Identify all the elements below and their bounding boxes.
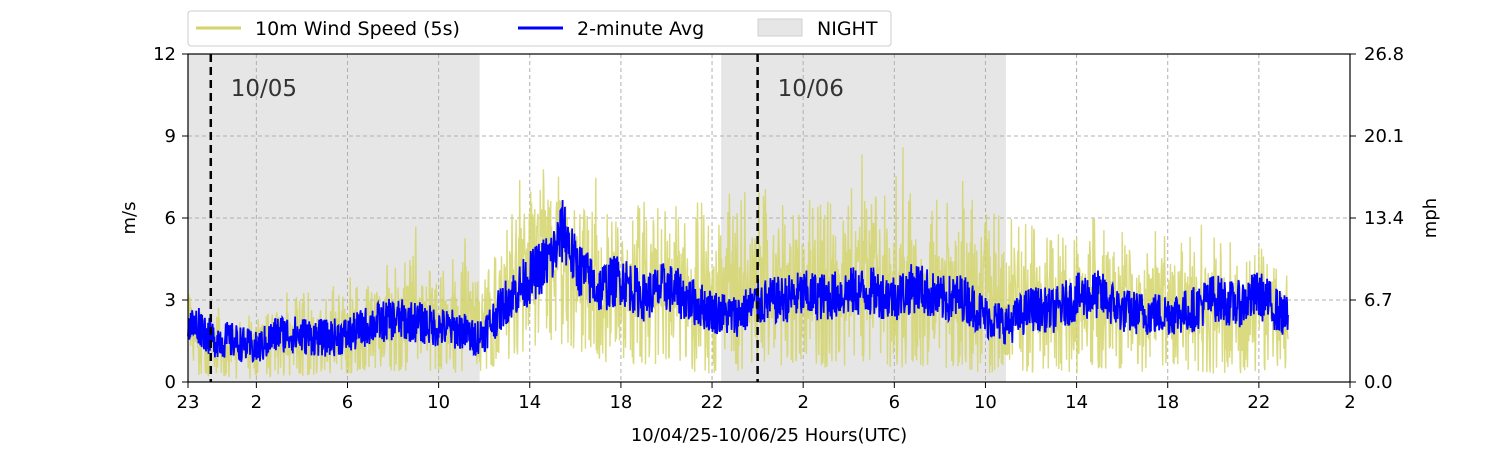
x-tick-label: 22 (701, 392, 724, 413)
y-axis-label-left: m/s (119, 202, 140, 235)
y-tick-label-right: 0.0 (1364, 372, 1393, 393)
day-marker-label: 10/06 (778, 76, 844, 102)
x-tick-label: 6 (342, 392, 353, 413)
y-tick-label-left: 0 (165, 372, 176, 393)
x-tick-label: 10 (974, 392, 997, 413)
x-tick-label: 23 (177, 392, 200, 413)
y-tick-label-right: 26.8 (1364, 44, 1404, 65)
axes: 23 2 6 10 14 18 22 2 6 10 14 18 22 20 0.03 6.76 13.49 20.… (153, 44, 1404, 413)
legend-label: 2-minute Avg (577, 18, 704, 40)
legend-label: NIGHT (817, 18, 878, 40)
legend-swatch-patch (757, 18, 803, 37)
x-tick-label: 14 (518, 392, 541, 413)
x-axis-label: 10/04/25-10/06/25 Hours(UTC) (631, 425, 907, 446)
x-tick-label: 14 (1065, 392, 1088, 413)
x-tick-label: 18 (609, 392, 632, 413)
y-tick-label-right: 6.7 (1364, 290, 1393, 311)
y-tick-label-left: 3 (165, 290, 176, 311)
x-tick-label: 2 (797, 392, 808, 413)
x-tick-label: 22 (1247, 392, 1270, 413)
two-minute-avg-line (187, 199, 1289, 363)
series (187, 147, 1289, 379)
legend: 10m Wind Speed (5s) 2-minute Avg NIGHT (187, 10, 892, 47)
legend-label: 10m Wind Speed (5s) (255, 18, 460, 40)
x-tick-label: 10 (427, 392, 450, 413)
y-tick-label-left: 9 (165, 126, 176, 147)
day-marker-label: 10/05 (231, 76, 297, 102)
y-tick-label-left: 6 (165, 208, 176, 229)
x-tick-label: 18 (1156, 392, 1179, 413)
y-tick-label-right: 13.4 (1364, 208, 1404, 229)
x-tick-label: 2 (251, 392, 262, 413)
day-markers: 10/05 10/06 (209, 54, 844, 382)
y-tick-label-left: 12 (153, 44, 176, 65)
y-tick-label-right: 20.1 (1364, 126, 1404, 147)
y-axis-label-right: mph (1420, 198, 1441, 238)
x-tick-label: 6 (889, 392, 900, 413)
x-tick-label: 2 (1344, 392, 1355, 413)
